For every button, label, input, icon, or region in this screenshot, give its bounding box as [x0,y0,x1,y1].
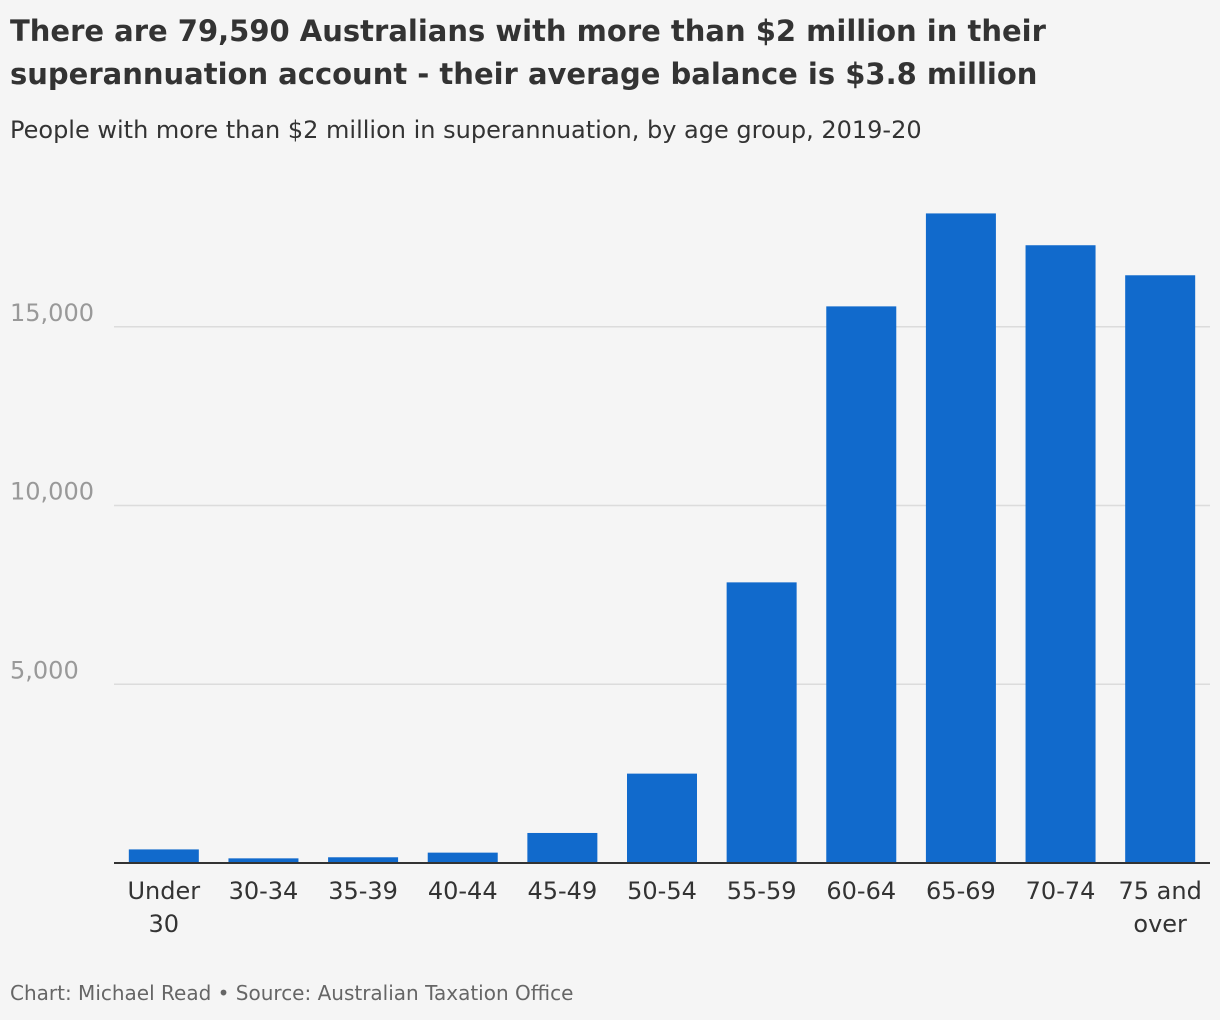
y-tick-label: 15,000 [10,299,94,327]
x-tick-label: 45-49 [527,877,597,905]
footer-separator: • [217,981,230,1005]
bar [228,858,299,863]
bar [427,852,498,863]
x-tick-label: 35-39 [328,877,398,905]
x-tick-label: 70-74 [1026,877,1096,905]
bar [128,849,199,863]
category-labels: Under 30 30-34 35-39 40-44 45-49 50-54 55-59 60-… [127,877,1201,938]
x-tick-label: 30-34 [229,877,299,905]
chart-credit: Chart: Michael Read [10,981,212,1005]
x-tick-label: 60-64 [826,877,896,905]
chart-title: There are 79,590 Australians with more t… [10,14,1046,91]
y-tick-label: 5,000 [10,656,79,684]
bars [128,213,1196,864]
x-tick-label: 50-54 [627,877,697,905]
x-tick-label: 55-59 [727,877,797,905]
chart-footer: Chart: Michael Read • Source: Australian… [10,978,573,1008]
bar [1125,275,1196,863]
chart-source: Source: Australian Taxation Office [235,981,574,1005]
x-tick-label: 75 and over [1119,877,1202,938]
bar [1025,245,1096,864]
bar [726,582,797,863]
bar-chart: 5,000 10,000 15,000 Under 30 30-34 35-39 40-44… [10,213,1210,938]
bar [925,213,996,864]
x-tick-label: 65-69 [926,877,996,905]
chart-subtitle: People with more than $2 million in supe… [10,116,922,144]
x-tick-label: Under 30 [127,877,200,938]
bar [627,773,697,863]
bar [527,832,598,863]
x-tick-label: 40-44 [428,877,498,905]
bar [328,857,399,863]
y-tick-label: 10,000 [10,478,94,506]
bar [826,306,897,863]
